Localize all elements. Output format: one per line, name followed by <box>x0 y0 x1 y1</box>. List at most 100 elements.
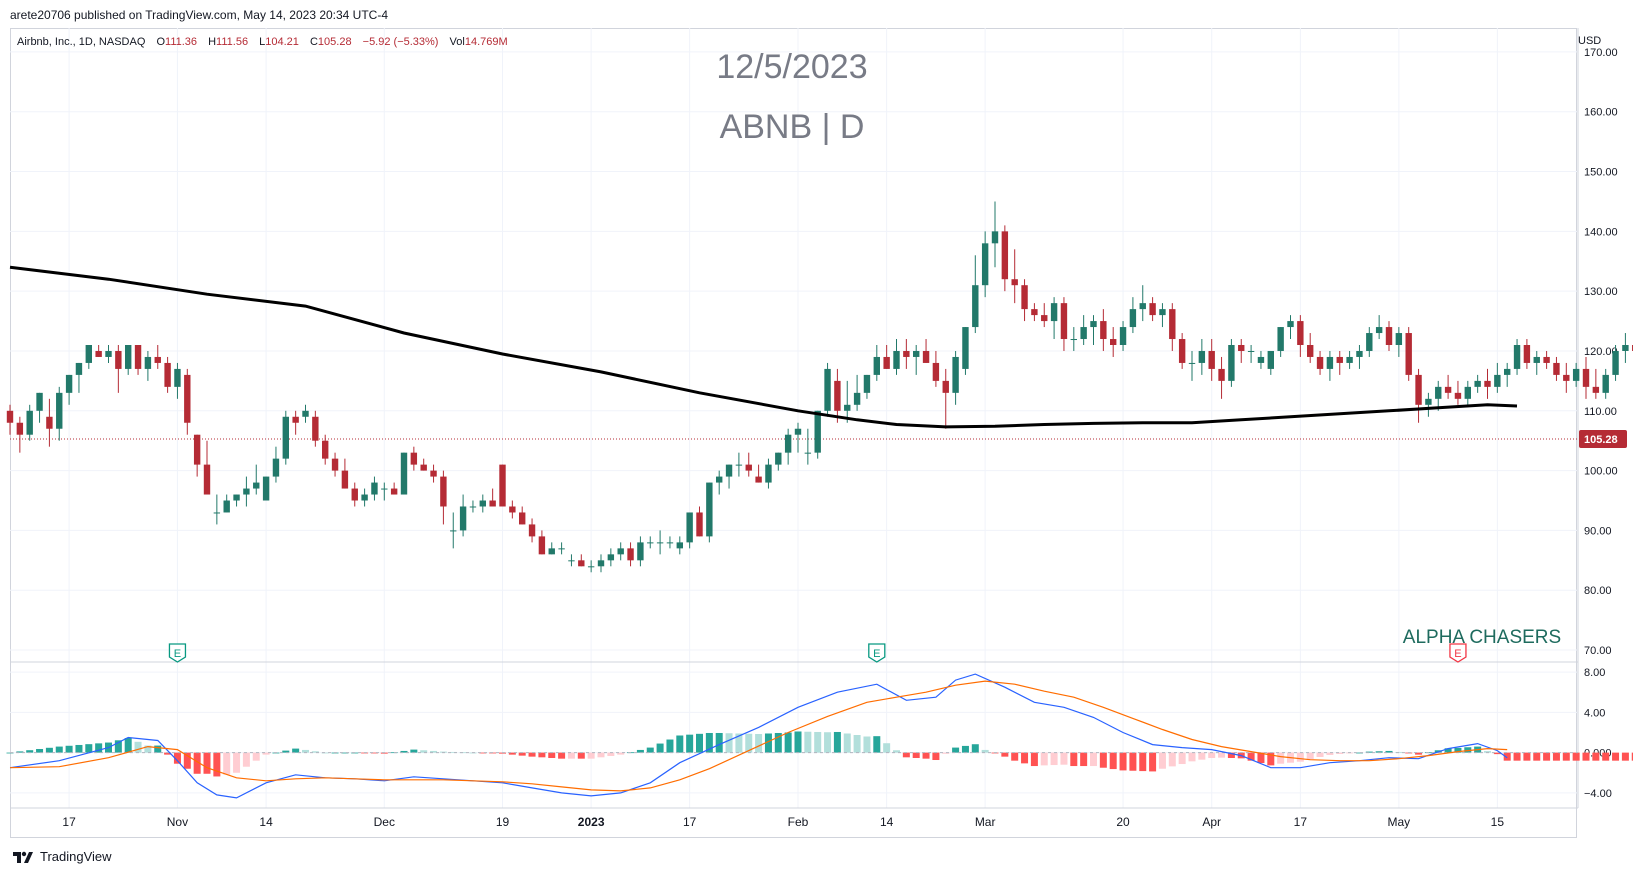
candle-body <box>735 464 743 466</box>
footer-brand[interactable]: TradingView <box>12 849 112 864</box>
candle-body <box>400 452 408 495</box>
time-tick-label: Feb <box>788 815 809 829</box>
macd-histogram-bar <box>508 752 516 755</box>
earnings-marker[interactable]: E <box>1449 643 1467 663</box>
candle-body <box>834 380 841 411</box>
macd-histogram-bar <box>420 750 428 753</box>
macd-histogram-bar <box>1592 752 1600 761</box>
macd-histogram-bar <box>282 750 290 753</box>
candle-body <box>1444 386 1452 393</box>
candle-body <box>706 482 713 537</box>
macd-histogram-bar <box>1316 752 1324 757</box>
macd-histogram-bar <box>1582 752 1590 761</box>
macd-histogram-bar <box>1149 752 1157 772</box>
macd-histogram-bar <box>341 752 349 754</box>
macd-histogram-bar <box>242 752 250 767</box>
macd-histogram-bar <box>144 745 152 753</box>
candle-body <box>302 410 309 417</box>
candle-body <box>755 476 762 483</box>
price-tick-label: 160.00 <box>1584 107 1618 119</box>
candle-body <box>1169 309 1176 340</box>
candle-body <box>1208 350 1215 369</box>
macd-histogram-bar <box>223 752 231 775</box>
macd-histogram-bar <box>1021 752 1029 764</box>
price-tick-label: 130.00 <box>1584 286 1618 298</box>
candle-body <box>233 494 240 501</box>
last-price-tag-bg <box>1579 430 1627 449</box>
macd-histogram-bar <box>45 747 53 753</box>
candle-body <box>1218 368 1225 381</box>
candle-body <box>1553 362 1560 375</box>
macd-histogram-bar <box>893 750 900 753</box>
candle-body <box>46 416 53 429</box>
signal-line <box>9 680 1508 792</box>
candle-body <box>1277 327 1284 351</box>
candle-body <box>1110 339 1117 345</box>
candle-body <box>1090 321 1097 328</box>
earnings-marker[interactable]: E <box>868 643 886 663</box>
legend-low: 104.21 <box>265 36 299 48</box>
grid-lines <box>10 28 1578 808</box>
macd-histogram-bar <box>1602 752 1610 761</box>
macd-histogram-bar <box>1336 752 1344 754</box>
legend-open: 111.36 <box>165 36 197 48</box>
candle-body <box>361 494 368 501</box>
macd-histogram-bar <box>1247 752 1255 761</box>
candle-body <box>184 374 191 423</box>
price-tick-label: 100.00 <box>1584 466 1618 478</box>
last-price-value: 105.28 <box>1584 434 1618 446</box>
candle-body <box>1484 380 1491 387</box>
candle-body <box>459 506 467 531</box>
price-axis: 170.00 160.00 150.00 140.00 130.00 120.00 110.… <box>1584 47 1618 657</box>
macd-histogram-bar <box>725 733 733 753</box>
candle-body <box>981 243 989 286</box>
macd-histogram-bar <box>164 752 172 755</box>
macd-histogram-bar <box>833 731 841 753</box>
candle-body <box>647 542 654 544</box>
svg-text:Airbnb, Inc., 1D, NASDAQ: Airbnb, Inc., 1D, NASDAQ O111.36 H111.56… <box>17 36 508 48</box>
macd-histogram-bar <box>134 741 142 753</box>
candle-body <box>1425 398 1432 405</box>
macd-histogram-bar <box>1218 752 1226 758</box>
macd-axis: 8.004.000.000−4.00 <box>1584 667 1612 800</box>
legend-high: 111.56 <box>216 36 248 48</box>
candle-body <box>725 464 733 477</box>
time-tick-label: 14 <box>259 815 273 829</box>
macd-histogram-bar <box>1513 752 1521 761</box>
time-tick-label: May <box>1388 815 1411 829</box>
macd-histogram-bar <box>1109 752 1117 770</box>
time-tick-label: Nov <box>167 815 188 829</box>
time-tick-label: 2023 <box>578 815 605 829</box>
candle-body <box>390 488 398 495</box>
candle-body <box>479 500 486 507</box>
macd-histogram-bar <box>1129 752 1137 771</box>
earnings-marker[interactable]: E <box>168 643 187 663</box>
macd-histogram-bar <box>1040 752 1048 766</box>
macd-histogram-bar <box>1454 747 1462 753</box>
candle-body <box>696 512 703 537</box>
candle-body <box>893 350 900 369</box>
publish-attribution: arete20706 published on TradingView.com,… <box>10 8 389 22</box>
candle-body <box>1198 350 1206 363</box>
candle-body <box>430 470 437 477</box>
macd-histogram-bar <box>400 750 408 753</box>
candle-body <box>115 350 122 369</box>
candle-body <box>351 488 358 501</box>
macd-histogram-bar <box>36 748 44 753</box>
macd-histogram-bar <box>942 752 950 754</box>
macd-histogram-bar <box>1523 752 1531 761</box>
candle-body <box>1543 356 1550 363</box>
candle-body <box>1563 374 1570 381</box>
macd-histogram-bar <box>774 732 782 753</box>
candle-body <box>1504 368 1511 375</box>
candle-body <box>1405 333 1412 375</box>
candle-body <box>85 345 92 363</box>
candle-body <box>952 356 959 393</box>
macd-histogram-bar <box>735 733 743 753</box>
watermark-date: 12/5/2023 <box>716 48 867 86</box>
macd-histogram-bar <box>1011 752 1019 761</box>
candle-body <box>745 464 752 471</box>
time-tick-label: 15 <box>1491 815 1505 829</box>
macd-histogram-bar <box>154 745 162 753</box>
